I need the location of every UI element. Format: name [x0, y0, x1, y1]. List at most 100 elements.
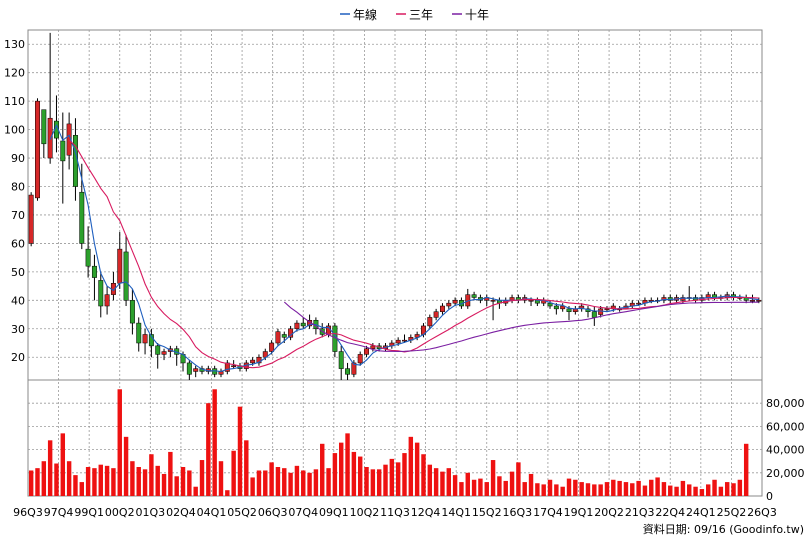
candle-body	[490, 300, 496, 302]
candle-body	[471, 294, 477, 298]
volume-bar	[142, 469, 148, 496]
volume-bar	[199, 460, 205, 496]
volume-bar	[180, 467, 186, 496]
volume-bar	[509, 471, 515, 496]
candle-body	[41, 109, 47, 145]
volume-bar	[440, 471, 445, 496]
volume-bar	[269, 462, 274, 496]
volume-bar	[282, 468, 287, 496]
volume-bar	[743, 443, 749, 496]
volume-bar	[326, 468, 331, 496]
footer: 資料日期: 09/16 (Goodinfo.tw)	[643, 522, 804, 536]
volume-bar	[617, 480, 622, 496]
candle-body	[231, 365, 237, 368]
legend: 年線 三年 十年	[340, 7, 489, 22]
volume-bar	[452, 475, 458, 496]
candle-body	[566, 308, 572, 312]
x-tick-label: 04Q1	[197, 506, 227, 519]
candle-body	[224, 362, 230, 372]
candle-body	[528, 300, 534, 302]
volume-bar	[611, 479, 616, 496]
x-tick-label: 21Q3	[625, 506, 655, 519]
candle-body	[661, 297, 667, 301]
volume-bar	[256, 470, 262, 496]
volume-bar	[136, 467, 141, 496]
candle-body	[123, 251, 129, 301]
x-tick-label: 97Q4	[44, 506, 74, 519]
price-tick-label: 120	[4, 67, 25, 80]
volume-bar	[471, 479, 477, 496]
candle-body	[142, 334, 148, 344]
volume-bar	[288, 472, 293, 496]
candle-body	[604, 308, 610, 311]
candle-body	[345, 368, 351, 375]
candle-body	[281, 334, 287, 338]
candle-body	[579, 305, 585, 310]
volume-bar	[263, 470, 268, 496]
candle-body	[91, 265, 97, 278]
candle-body	[636, 302, 642, 305]
price-tick-label: 130	[4, 38, 25, 51]
candle-body	[439, 305, 445, 312]
candle-body	[547, 302, 553, 307]
volume-bar	[225, 490, 230, 496]
volume-bar	[636, 480, 641, 496]
x-tick-label: 11Q3	[380, 506, 410, 519]
volume-bar	[484, 482, 489, 496]
candle-body	[60, 140, 66, 162]
x-tick-label: 00Q2	[105, 506, 135, 519]
x-tick-label: 25Q2	[717, 506, 747, 519]
x-tick-label: 14Q1	[441, 506, 471, 519]
candle-body	[79, 191, 85, 244]
volume-bar	[674, 486, 679, 496]
volume-bar	[693, 486, 698, 496]
x-tick-label: 01Q3	[136, 506, 166, 519]
volume-bar	[41, 461, 47, 496]
volume-bar	[604, 482, 610, 496]
volume-bar	[168, 451, 173, 496]
x-tick-label: 16Q3	[503, 506, 533, 519]
candle-body	[193, 368, 199, 372]
volume-bar	[497, 476, 502, 496]
volume-bar	[655, 477, 660, 496]
x-tick-label: 09Q1	[319, 506, 349, 519]
legend-label: 三年	[409, 8, 433, 22]
x-tick-label: 15Q2	[472, 506, 502, 519]
x-tick-label: 07Q4	[288, 506, 318, 519]
x-tick-label: 99Q1	[74, 506, 104, 519]
volume-bar	[370, 469, 376, 496]
grid	[27, 29, 763, 497]
candle-body	[28, 194, 34, 244]
candle-body	[98, 280, 104, 307]
candle-body	[300, 322, 306, 327]
volume-tick-label: 20,000	[766, 467, 805, 480]
volume-bar	[79, 482, 84, 496]
volume-bar	[218, 461, 224, 496]
candle-body	[85, 248, 91, 267]
candle-body	[370, 345, 376, 349]
volume-bar	[446, 468, 451, 496]
volume-bar	[712, 479, 717, 496]
x-tick-label: 17Q4	[533, 506, 563, 519]
candle-body	[250, 359, 256, 364]
volume-tick-label: 40,000	[766, 444, 805, 457]
volume-bar	[357, 456, 363, 496]
volume-tick-label: 80,000	[766, 397, 805, 410]
volume-bar	[54, 463, 59, 496]
volume-bar	[130, 461, 135, 496]
volume-bar	[187, 470, 192, 496]
x-tick-label: 26Q3	[747, 506, 777, 519]
candle-body	[591, 311, 597, 318]
volume-bar	[237, 406, 243, 496]
candle-body	[66, 123, 72, 156]
volume-bar	[522, 482, 527, 496]
x-tick-label: 19Q1	[564, 506, 594, 519]
volume-bar	[60, 433, 66, 496]
volume-bar	[687, 484, 692, 496]
legend-label: 十年	[465, 8, 489, 22]
axes: 20 30 40 50 60 70 80 90 100 110 120 130 0 20,000 40,00…	[4, 38, 805, 519]
volume-bar	[592, 484, 597, 496]
volume-bar	[383, 464, 388, 496]
